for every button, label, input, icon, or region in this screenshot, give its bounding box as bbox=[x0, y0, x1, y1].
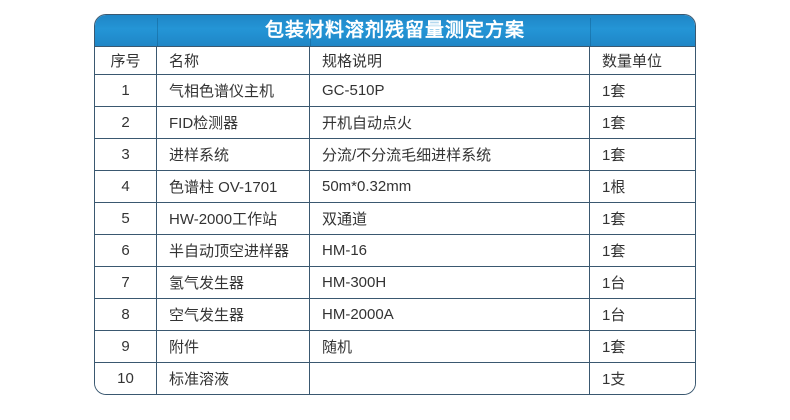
table-cell: 1套 bbox=[602, 147, 626, 164]
table-cell: GC-510P bbox=[310, 75, 590, 106]
table-cell: 1套 bbox=[602, 115, 626, 132]
table-cell: 色谱柱 OV-1701 bbox=[157, 171, 310, 202]
table-cell: 标准溶液 bbox=[157, 363, 310, 394]
table-cell: 附件 bbox=[157, 331, 310, 362]
table-cell bbox=[310, 363, 590, 394]
table-body: 序号 名称 规格说明 数量单位 1 气相色谱仪主机 GC-510P 1套 2 FID检测器 开机自动… bbox=[95, 46, 695, 394]
table-row: 1 气相色谱仪主机 GC-510P 1套 bbox=[95, 74, 695, 106]
table-cell: 空气发生器 bbox=[157, 299, 310, 330]
table-cell: 1台 bbox=[602, 307, 626, 324]
table-row: 9 附件 随机 1套 bbox=[95, 330, 695, 362]
table-row: 10 标准溶液 1支 bbox=[95, 362, 695, 394]
table-header-row: 序号 名称 规格说明 数量单位 bbox=[95, 46, 695, 74]
table-title: 包装材料溶剂残留量测定方案 bbox=[264, 20, 525, 41]
table-cell: 1台 bbox=[602, 275, 626, 292]
table-row: 2 FID检测器 开机自动点火 1套 bbox=[95, 106, 695, 138]
title-column-divider bbox=[310, 18, 311, 46]
table-title-bar: 包装材料溶剂残留量测定方案 bbox=[95, 15, 695, 46]
table-cell: 10 bbox=[95, 363, 157, 394]
table-header-cell: 序号 bbox=[95, 47, 157, 74]
table-cell: 随机 bbox=[310, 331, 590, 362]
table-cell: 8 bbox=[95, 299, 157, 330]
table-cell: 1套 bbox=[602, 339, 626, 356]
table-cell: HW-2000工作站 bbox=[157, 203, 310, 234]
table-cell: HM-16 bbox=[310, 235, 590, 266]
table-header-cell: 数量单位 bbox=[602, 53, 663, 70]
table-cell: 50m*0.32mm bbox=[310, 171, 590, 202]
table-cell: 6 bbox=[95, 235, 157, 266]
table-row: 5 HW-2000工作站 双通道 1套 bbox=[95, 202, 695, 234]
table-cell: 1套 bbox=[602, 211, 626, 228]
table-cell: 氢气发生器 bbox=[157, 267, 310, 298]
table-cell: 气相色谱仪主机 bbox=[157, 75, 310, 106]
table-cell: 1根 bbox=[602, 179, 626, 196]
table-cell: 1套 bbox=[602, 243, 626, 260]
title-column-divider bbox=[590, 18, 591, 46]
table-row: 8 空气发生器 HM-2000A 1台 bbox=[95, 298, 695, 330]
table-cell: 1套 bbox=[602, 83, 626, 100]
table-cell: 5 bbox=[95, 203, 157, 234]
table-header-cell: 名称 bbox=[157, 47, 310, 74]
table-header-cell: 规格说明 bbox=[310, 47, 590, 74]
table-cell: HM-300H bbox=[310, 267, 590, 298]
solvent-residue-spec-table: 包装材料溶剂残留量测定方案 序号 名称 规格说明 数量单位 1 气相色谱仪主机 GC-510… bbox=[94, 14, 696, 395]
table-cell: 双通道 bbox=[310, 203, 590, 234]
table-row: 4 色谱柱 OV-1701 50m*0.32mm 1根 bbox=[95, 170, 695, 202]
table-cell: 1 bbox=[95, 75, 157, 106]
table-cell: FID检测器 bbox=[157, 107, 310, 138]
table-row: 6 半自动顶空进样器 HM-16 1套 bbox=[95, 234, 695, 266]
table-row: 7 氢气发生器 HM-300H 1台 bbox=[95, 266, 695, 298]
table-row: 3 进样系统 分流/不分流毛细进样系统 1套 bbox=[95, 138, 695, 170]
table-cell: 进样系统 bbox=[157, 139, 310, 170]
table-cell: 开机自动点火 bbox=[310, 107, 590, 138]
table-cell: 7 bbox=[95, 267, 157, 298]
table-cell: 1支 bbox=[602, 371, 626, 388]
title-column-divider bbox=[157, 18, 158, 46]
table-cell: 2 bbox=[95, 107, 157, 138]
table-cell: 半自动顶空进样器 bbox=[157, 235, 310, 266]
table-cell: 分流/不分流毛细进样系统 bbox=[310, 139, 590, 170]
table-cell: 9 bbox=[95, 331, 157, 362]
table-cell: 4 bbox=[95, 171, 157, 202]
table-cell: HM-2000A bbox=[310, 299, 590, 330]
table-cell: 3 bbox=[95, 139, 157, 170]
